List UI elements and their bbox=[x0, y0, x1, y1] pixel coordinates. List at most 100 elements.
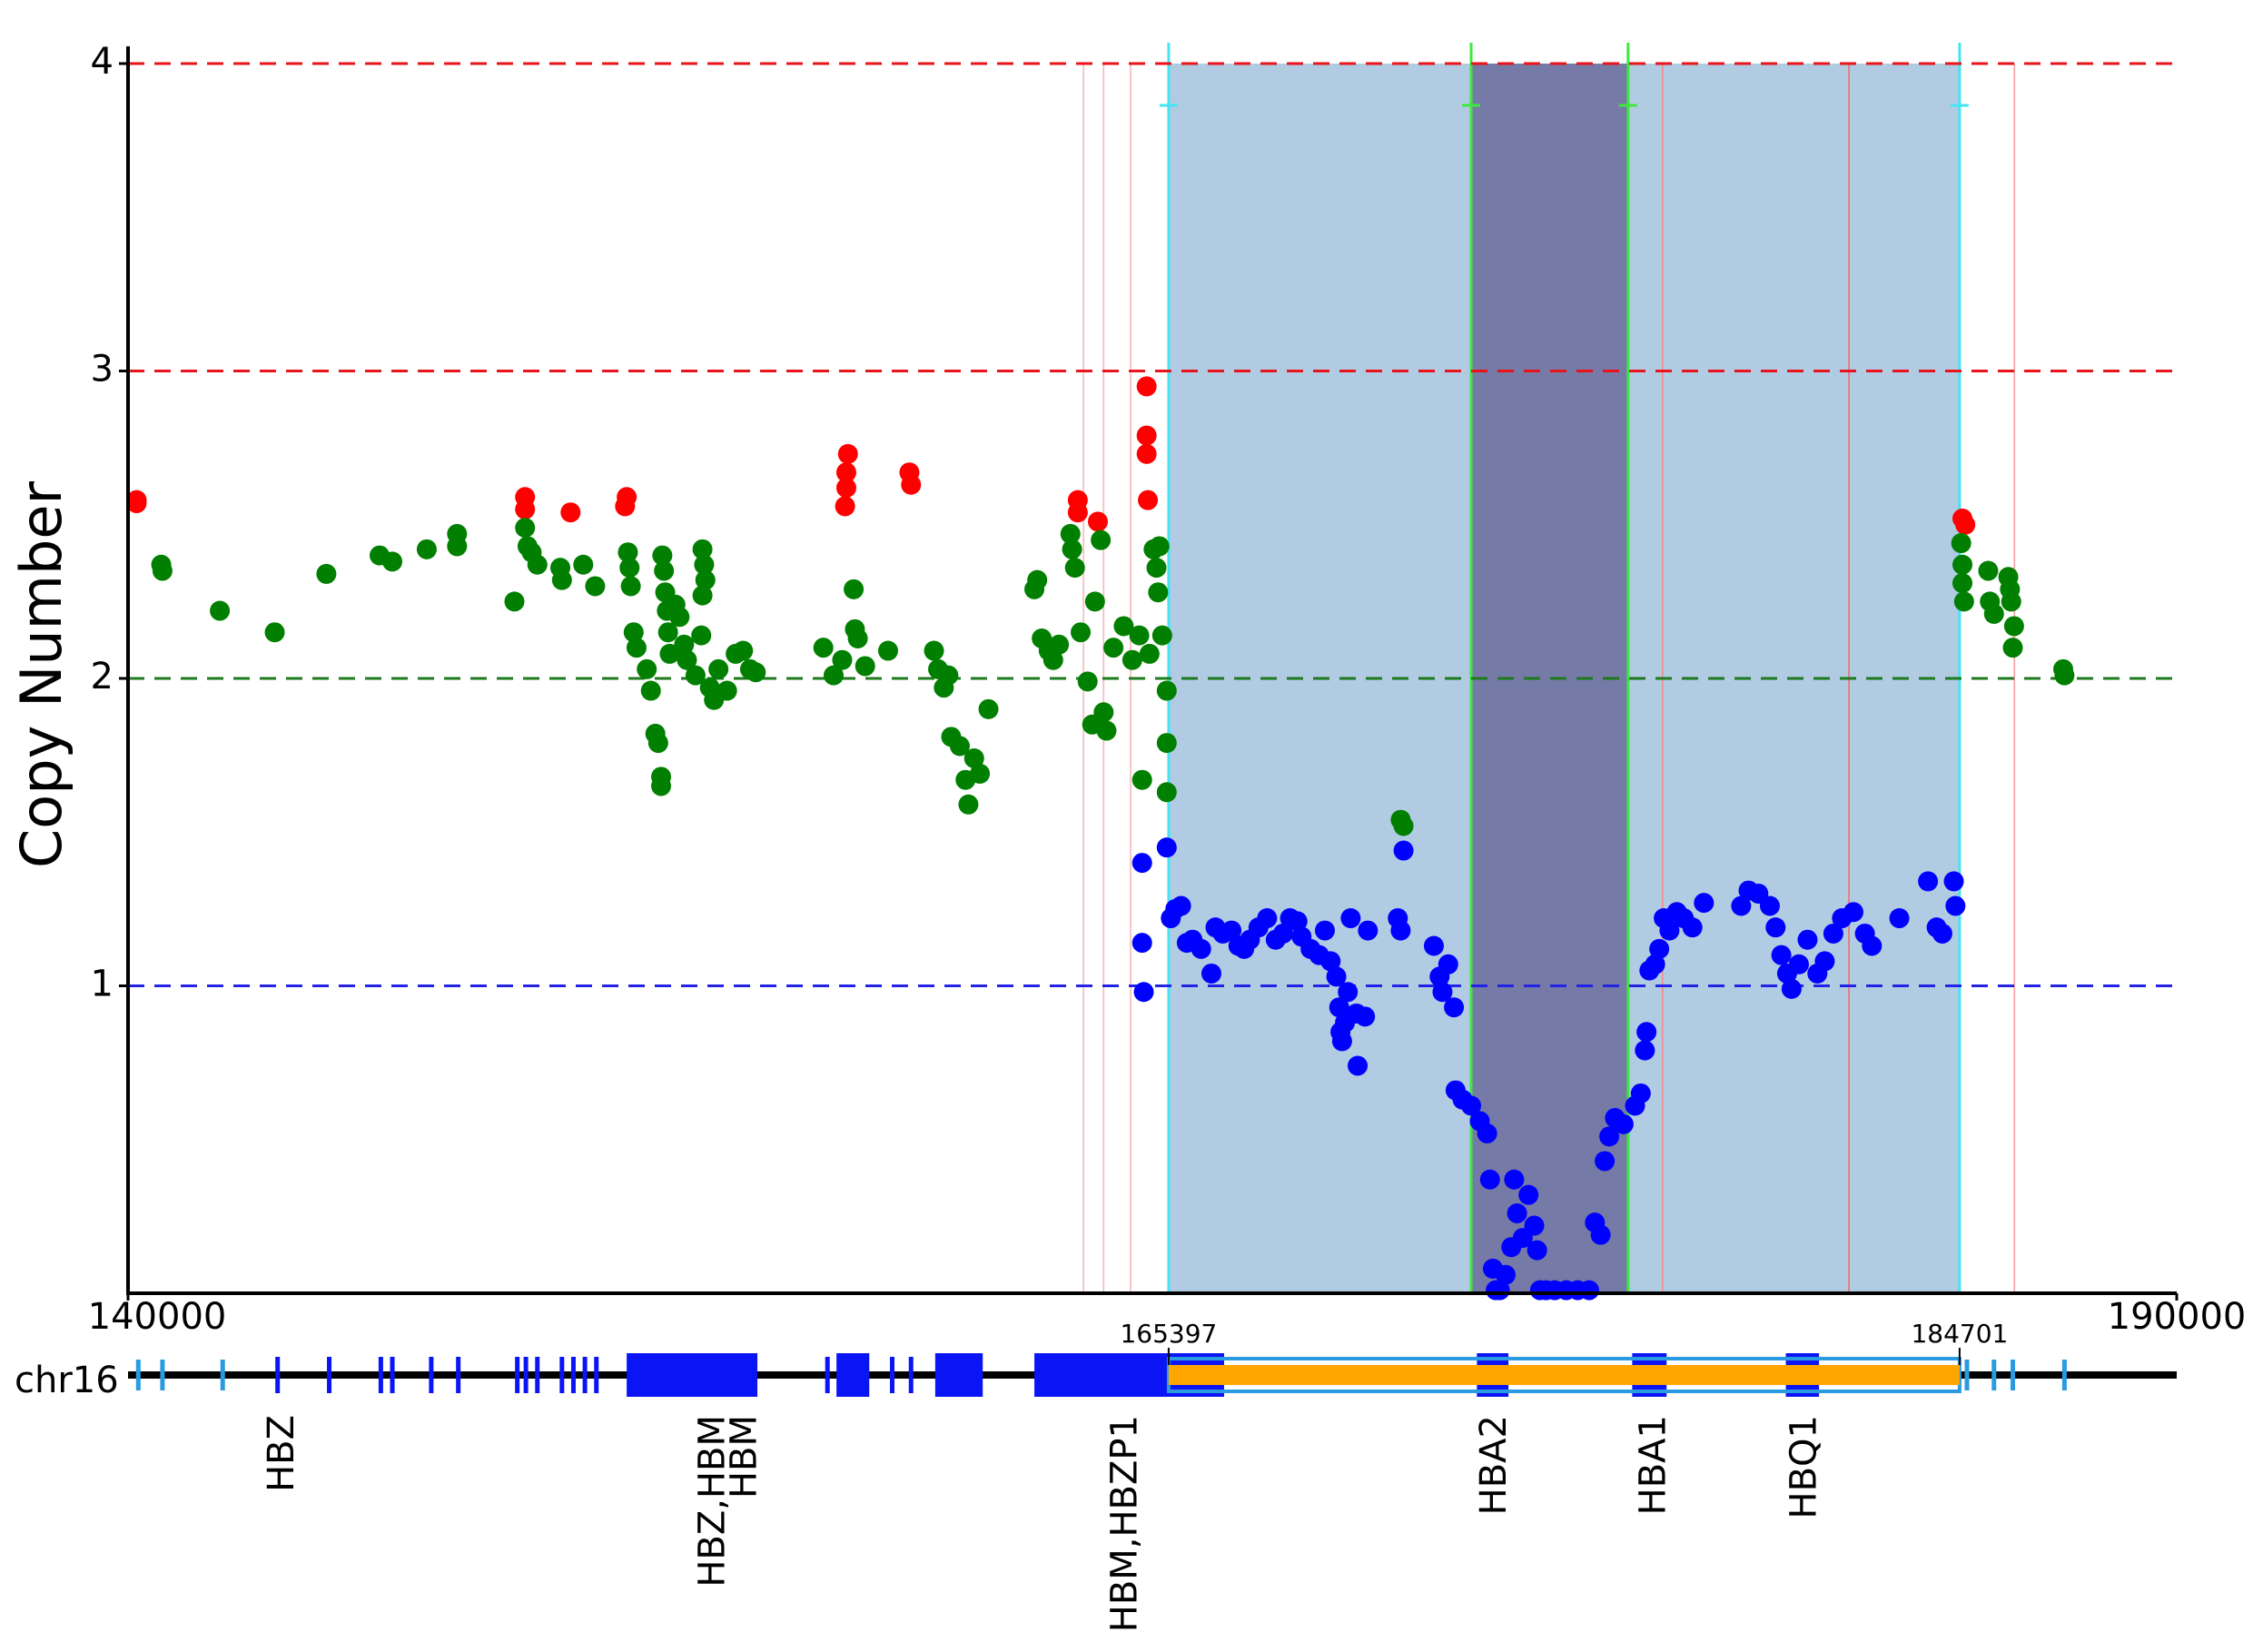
point bbox=[1438, 954, 1458, 974]
point bbox=[1978, 560, 1999, 581]
point bbox=[1788, 954, 1809, 974]
chromosome-label: chr16 bbox=[15, 1360, 119, 1401]
point bbox=[708, 658, 729, 679]
point bbox=[1064, 558, 1085, 579]
point bbox=[1355, 1006, 1376, 1027]
point bbox=[949, 736, 970, 757]
feature-tick bbox=[378, 1357, 383, 1393]
point bbox=[924, 640, 944, 661]
point bbox=[264, 622, 285, 643]
point bbox=[677, 649, 697, 670]
point bbox=[1272, 923, 1293, 944]
point bbox=[958, 794, 979, 815]
point bbox=[1461, 1095, 1482, 1116]
point bbox=[1590, 1224, 1611, 1245]
point bbox=[1636, 1022, 1657, 1043]
point bbox=[1331, 1031, 1352, 1052]
point bbox=[1131, 769, 1152, 790]
point bbox=[674, 634, 695, 655]
point bbox=[1149, 536, 1170, 557]
point bbox=[1613, 1113, 1634, 1134]
point bbox=[746, 662, 766, 683]
point bbox=[1393, 816, 1414, 836]
point bbox=[1645, 954, 1665, 974]
point bbox=[938, 665, 959, 686]
x-tick-label: 140000 bbox=[88, 1296, 227, 1338]
point bbox=[1087, 511, 1108, 532]
point bbox=[1765, 917, 1786, 938]
point bbox=[1348, 1055, 1369, 1076]
point bbox=[626, 638, 647, 658]
point bbox=[1843, 902, 1864, 923]
point bbox=[585, 576, 606, 597]
point bbox=[1096, 720, 1117, 741]
point bbox=[1731, 895, 1752, 916]
point bbox=[1649, 938, 1670, 959]
point bbox=[1507, 1202, 1527, 1223]
feature-tick bbox=[825, 1357, 830, 1393]
point bbox=[692, 539, 713, 559]
point bbox=[1759, 895, 1780, 916]
point bbox=[1771, 945, 1792, 965]
point bbox=[978, 698, 999, 719]
point bbox=[855, 656, 875, 677]
point bbox=[1062, 539, 1082, 559]
point bbox=[877, 640, 898, 661]
point bbox=[2054, 665, 2075, 686]
cnv-bar-label: 184701 bbox=[1911, 1319, 2008, 1349]
point bbox=[1043, 649, 1063, 670]
point bbox=[1635, 1040, 1655, 1061]
point bbox=[1287, 911, 1308, 932]
point bbox=[1781, 978, 1802, 999]
feature-tick bbox=[515, 1357, 520, 1393]
point bbox=[1151, 625, 1172, 646]
point bbox=[1862, 935, 1882, 956]
minor-feature bbox=[1991, 1360, 1997, 1390]
point bbox=[1156, 733, 1177, 754]
minor-feature bbox=[220, 1360, 225, 1390]
point bbox=[1071, 622, 1092, 643]
point bbox=[1953, 591, 1974, 612]
point bbox=[1067, 502, 1088, 523]
y-tick-label: 3 bbox=[91, 349, 114, 391]
point bbox=[652, 545, 673, 566]
point bbox=[623, 622, 644, 643]
gene-label: HBA1 bbox=[1633, 1415, 1675, 1515]
point bbox=[963, 748, 984, 769]
point bbox=[1329, 997, 1349, 1018]
y-axis-title: Copy Number bbox=[8, 480, 74, 868]
point bbox=[1983, 603, 2004, 624]
point bbox=[657, 622, 678, 643]
point bbox=[1578, 1280, 1599, 1301]
point bbox=[1358, 920, 1378, 941]
point bbox=[847, 628, 868, 648]
point bbox=[844, 579, 865, 599]
point bbox=[835, 496, 855, 517]
y-tick-label: 1 bbox=[91, 964, 114, 1005]
point bbox=[1131, 853, 1152, 874]
gene-label: HBM bbox=[723, 1415, 765, 1499]
point bbox=[515, 518, 536, 539]
minor-feature bbox=[135, 1360, 141, 1390]
point bbox=[1257, 908, 1278, 929]
gene-label: HBA2 bbox=[1473, 1415, 1515, 1515]
point bbox=[1113, 616, 1134, 637]
y-tick-label: 2 bbox=[91, 656, 114, 697]
point bbox=[1156, 680, 1177, 701]
feature-tick bbox=[908, 1357, 914, 1393]
minor-feature bbox=[1964, 1360, 1970, 1390]
point bbox=[126, 493, 147, 514]
feature-tick bbox=[523, 1357, 529, 1393]
feature-block bbox=[836, 1353, 870, 1397]
point bbox=[1156, 837, 1177, 858]
point bbox=[691, 625, 712, 646]
feature-tick bbox=[390, 1357, 395, 1393]
point bbox=[618, 542, 638, 563]
axes: Copy Number 1 2 3 4 140000 190000 bbox=[8, 41, 2246, 1338]
point bbox=[1136, 443, 1157, 464]
cnv-bar bbox=[1168, 1365, 1960, 1385]
gene-label: HBQ1 bbox=[1784, 1415, 1825, 1518]
point bbox=[1479, 1169, 1500, 1190]
point bbox=[2002, 638, 2023, 658]
